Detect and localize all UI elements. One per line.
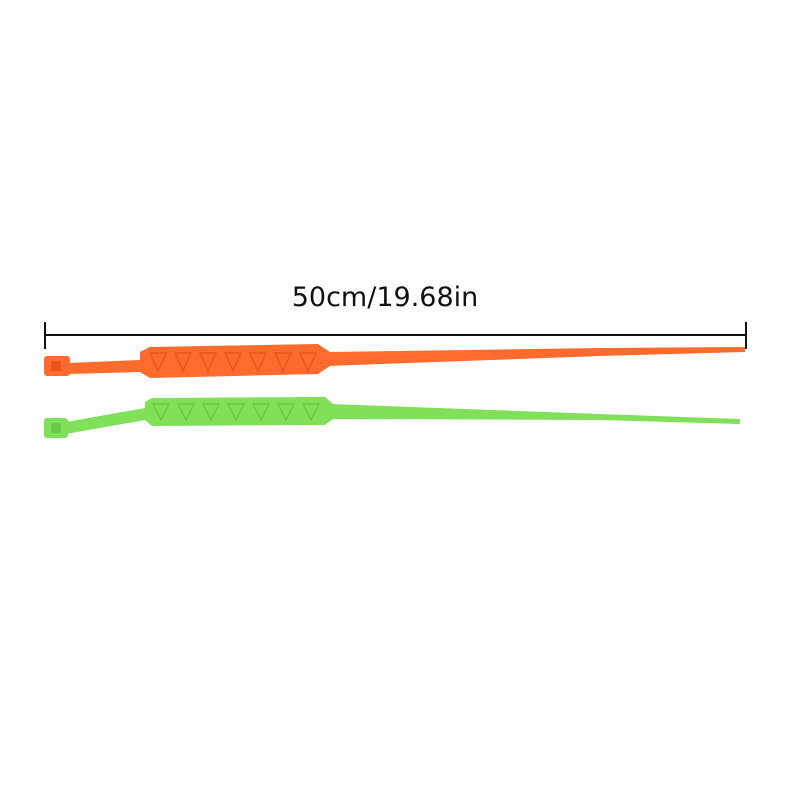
tie-grip-triangle [301,403,321,422]
tie-grip-body [145,397,333,426]
tie-head-slot [51,361,61,371]
tie-grip-triangle [276,403,296,422]
tie-strap [66,408,145,434]
green-cable-tie [44,397,740,438]
tie-head-slot [51,423,61,433]
tie-grip-triangle [298,352,318,373]
tie-grip-triangle [148,352,168,373]
measurement-line [44,322,747,349]
orange-cable-tie [44,344,745,378]
tie-grip-triangle [201,403,221,422]
tie-grip-triangle [173,352,193,373]
tie-grip-triangle [251,403,271,422]
tie-grip-triangle [198,352,218,373]
tie-tail [331,404,740,424]
tie-grip-triangle [273,352,293,373]
tie-strap [68,360,140,374]
tie-grip-triangle [223,352,243,373]
tie-grip-triangle [226,403,246,422]
tie-grip-triangle [151,403,171,422]
tie-grip-triangle [176,403,196,422]
tie-tail [328,347,745,366]
tie-grip-body [140,344,330,378]
length-label: 50cm/19.68in [291,282,479,313]
tie-grip-triangle [248,352,268,373]
